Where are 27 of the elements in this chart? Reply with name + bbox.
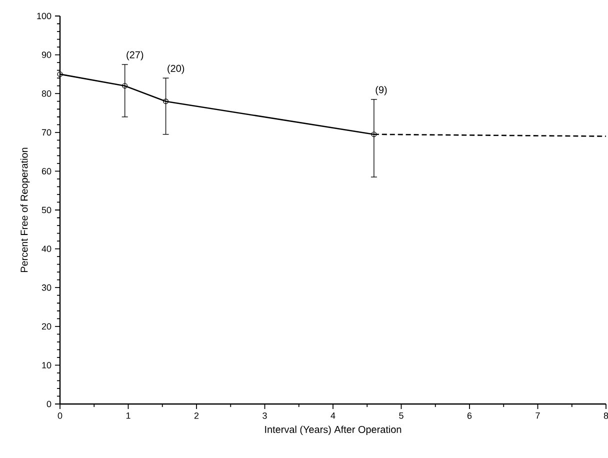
x-tick-label: 3: [262, 412, 267, 419]
y-tick-label: 90: [42, 52, 52, 58]
x-tick-label: 1: [126, 412, 130, 419]
y-tick-label: 0: [46, 400, 52, 408]
y-axis-title: Percent Free of Reoperation: [20, 148, 30, 272]
point: [163, 98, 169, 104]
y-tick-label: 30: [42, 284, 52, 291]
x-tick-label: 4: [330, 412, 336, 419]
y-tick-label: 100: [37, 12, 52, 20]
x-tick-label: 5: [399, 412, 404, 419]
y-tick-label: 80: [42, 90, 52, 97]
x-tick-label: 2: [194, 412, 199, 419]
y-tick-label: 20: [42, 323, 52, 330]
annotation: (20): [168, 64, 184, 74]
x-tick-label: 7: [536, 412, 540, 419]
y-tick-label: 40: [42, 246, 52, 252]
x-tick-label: 8: [604, 412, 608, 419]
x-tick-label: 0: [58, 412, 62, 419]
y-tick-label: 60: [42, 168, 52, 174]
x-tick-label: 6: [467, 412, 472, 419]
annotation: (9): [376, 86, 387, 96]
x-axis-title: Interval (Years) After Operation: [265, 426, 402, 435]
y-tick-label: 50: [42, 206, 52, 214]
y-tick-label: 70: [42, 129, 52, 136]
y-tick-label: 10: [42, 362, 52, 368]
annotation: (27): [126, 51, 144, 60]
point: [122, 83, 128, 89]
